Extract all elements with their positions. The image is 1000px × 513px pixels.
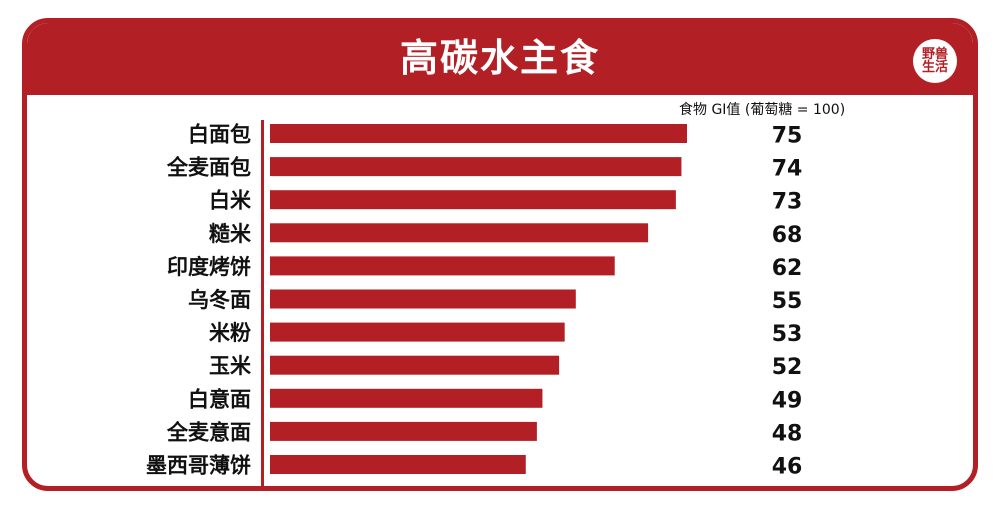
value-label: 49 [772,388,803,413]
chart-title: 高碳水主食 [399,36,600,80]
logo-text: 野兽生活 [921,47,948,75]
bar [270,157,682,177]
category-label: 白意面 [188,387,251,411]
bar-chart: 白面包 75 全麦面包 74 白米 73 糙米 68 印度烤饼 62 乌冬面 55 米粉 53 玉米 52 白意… [146,120,803,486]
value-label: 48 [772,421,803,446]
category-label: 玉米 [209,354,252,378]
category-label: 糙米 [209,222,252,246]
value-label: 68 [772,223,803,248]
title-bar: 高碳水主食 野兽生活 [27,23,973,95]
value-label: 46 [772,455,803,480]
category-label: 米粉 [209,321,251,345]
category-label: 乌冬面 [188,288,251,312]
bar [270,289,576,309]
bar [270,388,543,408]
bar [270,322,565,342]
chart-card: 高碳水主食 野兽生活 食物 GI值 (葡萄糖 = 100) 白面包 75 全麦面包 7… [22,18,978,491]
value-label: 62 [772,256,803,281]
value-label: 73 [772,190,803,215]
bar [270,124,687,143]
value-label: 55 [772,289,803,314]
bar [270,421,537,441]
category-label: 全麦意面 [166,420,251,444]
category-label: 印度烤饼 [167,255,251,279]
bar [270,455,526,474]
category-label: 白米 [209,189,252,213]
bar [270,355,560,375]
value-column-header: 食物 GI值 (葡萄糖 = 100) [679,102,846,118]
value-label: 53 [772,322,803,347]
value-label: 52 [772,355,803,380]
brand-logo: 野兽生活 [913,39,957,83]
category-label: 墨西哥薄饼 [146,454,251,478]
value-label: 74 [772,157,803,182]
category-label: 白面包 [188,123,251,147]
bar [270,256,615,276]
bar [270,223,649,243]
value-label: 75 [772,124,803,149]
bar [270,190,676,210]
y-axis-line [261,120,264,486]
category-label: 全麦面包 [166,156,251,180]
